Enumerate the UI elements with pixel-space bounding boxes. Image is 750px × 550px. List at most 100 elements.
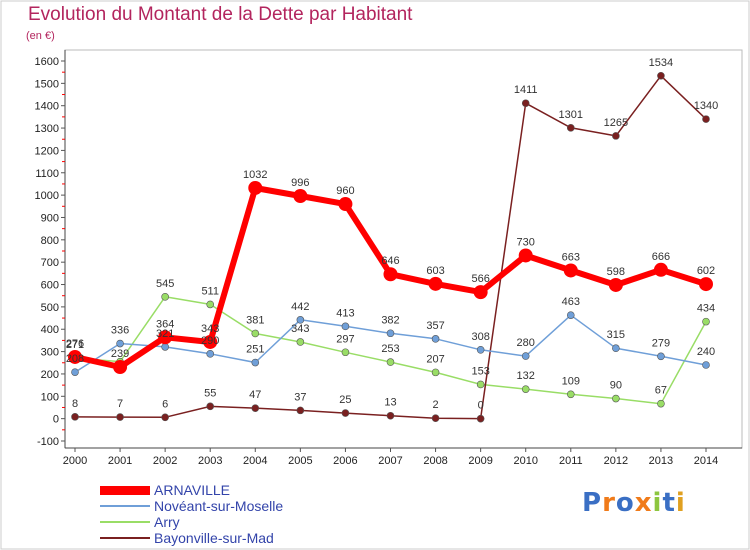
y-tick-label: 1200 — [35, 145, 59, 157]
data-label-bayonville: 25 — [339, 394, 351, 406]
data-label-noveant: 463 — [562, 296, 580, 308]
data-label-arnaville: 343 — [201, 323, 219, 335]
data-point-arry — [161, 293, 169, 301]
data-point-bayonville — [251, 404, 260, 412]
data-point-arnaville — [113, 360, 128, 375]
data-point-arnaville — [293, 189, 308, 204]
data-label-arnaville: 666 — [652, 251, 670, 263]
data-point-bayonville — [612, 132, 620, 140]
data-label-arry: 297 — [336, 333, 354, 345]
data-label-noveant: 382 — [381, 314, 399, 326]
legend-swatch-noveant — [100, 505, 150, 507]
data-point-arnaville — [428, 276, 443, 291]
data-point-noveant — [657, 352, 665, 361]
data-label-bayonville: 1340 — [694, 100, 718, 112]
data-label-arry: 109 — [562, 375, 580, 387]
data-label-bayonville: 37 — [294, 391, 306, 403]
data-label-arry: 381 — [246, 314, 264, 326]
data-point-bayonville — [702, 115, 710, 123]
x-tick-label: 2011 — [559, 455, 583, 467]
data-label-bayonville: 1301 — [559, 109, 583, 121]
data-point-arry — [702, 317, 710, 326]
data-label-arry: 67 — [655, 385, 667, 397]
data-label-arry: 434 — [697, 303, 715, 315]
data-point-arnaville — [248, 180, 263, 195]
data-point-arnaville — [608, 277, 623, 292]
data-label-bayonville: 6 — [162, 398, 168, 410]
data-label-arnaville: 276 — [66, 338, 84, 350]
y-tick-label: 500 — [41, 302, 59, 314]
data-point-noveant — [612, 344, 620, 353]
data-point-arry — [341, 348, 350, 357]
data-point-noveant — [386, 329, 395, 338]
legend-label-arnaville: ARNAVILLE — [154, 482, 230, 498]
y-tick-label: 900 — [41, 212, 59, 224]
data-label-arnaville: 646 — [381, 255, 399, 267]
x-tick-label: 2003 — [198, 455, 222, 467]
data-label-noveant: 442 — [291, 301, 309, 313]
y-tick-label: 1600 — [35, 56, 59, 68]
data-point-arnaville — [563, 263, 578, 278]
legend-item-arnaville: ARNAVILLE — [100, 482, 283, 498]
y-tick-label: 1500 — [35, 78, 59, 90]
legend-item-arry: Arry — [100, 514, 283, 530]
data-label-arry: 90 — [610, 380, 622, 392]
data-point-arnaville — [68, 349, 82, 364]
data-label-noveant: 280 — [517, 337, 535, 349]
data-label-bayonville: 7 — [117, 398, 123, 410]
data-label-noveant: 315 — [607, 329, 625, 341]
legend-swatch-arry — [100, 521, 150, 523]
y-tick-label: 1300 — [35, 123, 59, 135]
x-tick-label: 2010 — [513, 455, 537, 467]
data-point-noveant — [251, 358, 260, 367]
data-point-bayonville — [341, 409, 350, 417]
logo-letter: t — [662, 488, 676, 518]
logo-letter: o — [615, 488, 635, 518]
x-tick-label: 2009 — [468, 455, 492, 467]
data-label-noveant: 251 — [246, 344, 264, 356]
data-point-noveant — [161, 343, 169, 351]
data-label-arnaville: 1032 — [243, 169, 267, 181]
x-tick-label: 2008 — [423, 455, 447, 467]
data-point-bayonville — [206, 402, 215, 411]
logo-letter: P — [582, 488, 603, 518]
y-tick-label: 400 — [41, 324, 59, 336]
data-label-noveant: 357 — [426, 320, 444, 332]
data-label-arry: 271 — [66, 339, 84, 351]
x-tick-label: 2012 — [604, 455, 628, 467]
data-point-bayonville — [521, 99, 530, 108]
x-tick-label: 2001 — [108, 455, 132, 467]
y-tick-label: 700 — [41, 257, 59, 269]
data-point-noveant — [521, 352, 530, 360]
data-label-arry: 207 — [426, 353, 444, 365]
data-point-noveant — [116, 339, 124, 348]
proxiti-logo: Proxiti — [582, 488, 686, 518]
chart-title: Evolution du Montant de la Dette par Hab… — [28, 4, 413, 25]
logo-letter: x — [634, 488, 653, 518]
x-tick-label: 2004 — [243, 455, 267, 467]
data-point-arnaville — [653, 262, 668, 277]
data-point-arnaville — [158, 330, 173, 345]
data-label-bayonville: 47 — [249, 389, 261, 401]
legend-label-bayonville: Bayonville-sur-Mad — [154, 530, 274, 546]
data-label-noveant: 240 — [697, 346, 715, 358]
logo-letter: r — [602, 488, 616, 518]
legend-swatch-arnaville — [100, 485, 150, 495]
unit-note: (en €) — [26, 30, 55, 42]
data-point-noveant — [431, 335, 440, 343]
data-point-noveant — [566, 311, 575, 319]
logo-letter: i — [652, 488, 663, 518]
data-label-bayonville: 1265 — [604, 117, 628, 129]
data-label-arry: 253 — [381, 343, 399, 355]
legend-swatch-bayonville — [100, 537, 150, 539]
data-label-arnaville: 598 — [607, 266, 625, 278]
data-label-arnaville: 996 — [291, 177, 309, 189]
x-tick-label: 2014 — [694, 455, 718, 467]
data-point-bayonville — [71, 413, 79, 421]
y-tick-label: 0 — [53, 414, 59, 426]
y-tick-label: 1400 — [35, 101, 59, 113]
data-point-arry — [612, 394, 620, 403]
data-label-noveant: 279 — [652, 337, 670, 349]
